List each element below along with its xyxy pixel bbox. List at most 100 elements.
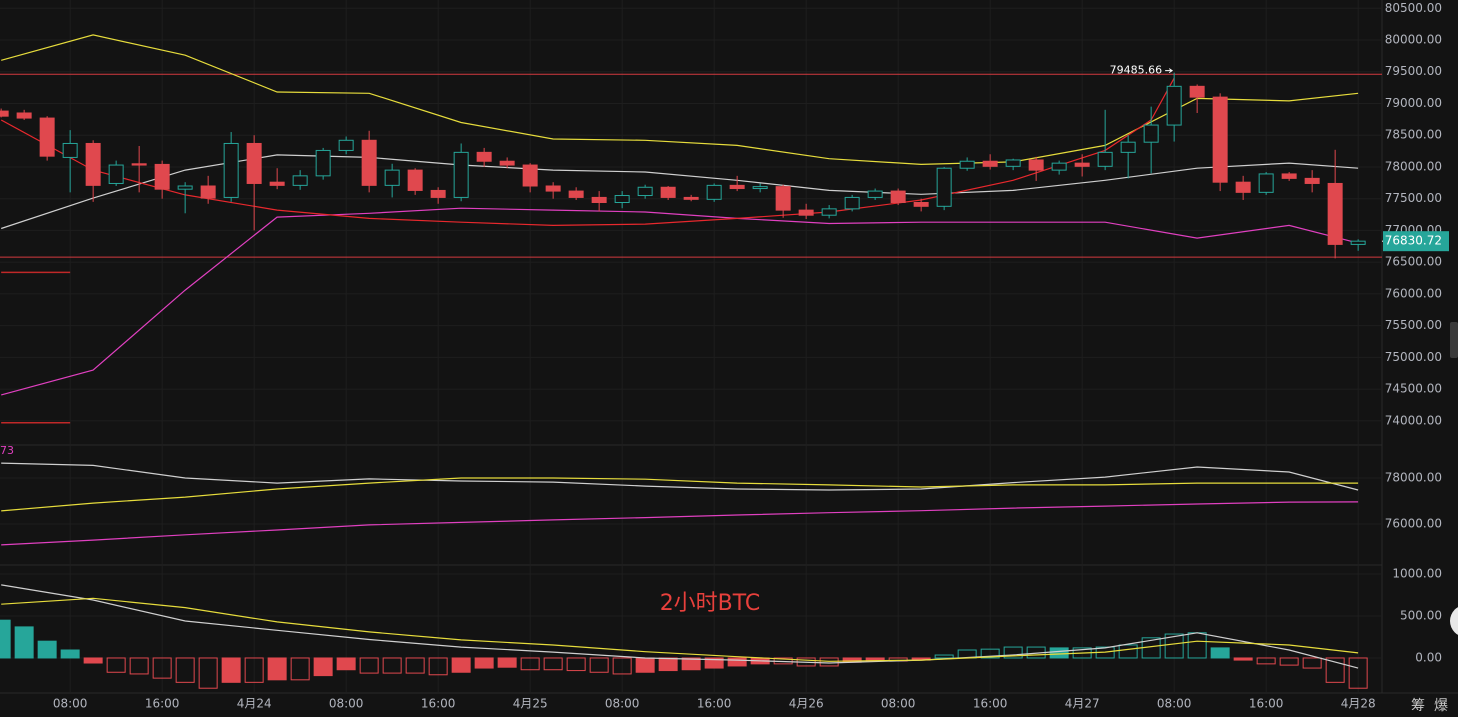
side-handle[interactable] bbox=[1450, 322, 1458, 358]
x-tick-label: 08:00 bbox=[1157, 697, 1192, 711]
histogram-bar bbox=[267, 657, 287, 681]
toolbar-item[interactable]: 筹 bbox=[1411, 697, 1425, 714]
candle-body bbox=[591, 196, 607, 204]
histogram-bar bbox=[313, 657, 333, 677]
histogram-bar bbox=[37, 640, 57, 659]
candle-body bbox=[1189, 85, 1205, 98]
histogram-bar bbox=[336, 657, 356, 671]
histogram-bar bbox=[727, 657, 747, 667]
y-tick-label: 79000.00 bbox=[1385, 96, 1442, 110]
candle-body bbox=[246, 142, 262, 184]
candle-body bbox=[614, 195, 630, 204]
side-button[interactable] bbox=[1450, 605, 1458, 637]
x-tick-label: 4月25 bbox=[513, 697, 548, 711]
toolbar-item[interactable]: 爆 bbox=[1434, 698, 1448, 714]
candle-body bbox=[752, 186, 768, 190]
candle-body bbox=[361, 139, 377, 186]
x-tick-label: 16:00 bbox=[697, 697, 732, 711]
last-price-tag bbox=[1383, 231, 1449, 252]
histogram-bar bbox=[704, 657, 724, 669]
histogram-bar bbox=[106, 657, 126, 673]
x-tick-label: 08:00 bbox=[53, 697, 88, 711]
candle-body bbox=[499, 160, 515, 166]
y-tick-label: 76000.00 bbox=[1385, 516, 1442, 530]
candle-body bbox=[798, 209, 814, 216]
x-tick-label: 16:00 bbox=[145, 697, 180, 711]
candle-body bbox=[108, 164, 124, 184]
candle-body bbox=[1304, 177, 1320, 184]
histogram-bar bbox=[1049, 647, 1069, 659]
histogram-bar bbox=[681, 657, 701, 671]
indicator-line bbox=[1, 462, 1359, 491]
candle-body bbox=[821, 208, 837, 216]
y-tick-label: 76500.00 bbox=[1385, 255, 1442, 269]
candle-body bbox=[1281, 173, 1297, 179]
candle-body bbox=[338, 139, 354, 151]
histogram-bar bbox=[980, 648, 1000, 659]
histogram-bar bbox=[290, 657, 310, 681]
histogram-bar bbox=[1302, 657, 1322, 669]
candle-body bbox=[1074, 162, 1090, 167]
candle-body bbox=[1120, 141, 1136, 153]
y-tick-label: 78000.00 bbox=[1385, 159, 1442, 173]
histogram-bar bbox=[129, 657, 149, 675]
histogram-bar bbox=[497, 657, 517, 668]
candle-body bbox=[453, 151, 469, 198]
histogram-bar bbox=[382, 657, 402, 674]
histogram-bar bbox=[221, 657, 241, 683]
histogram-bar bbox=[0, 619, 11, 659]
histogram-bar bbox=[1210, 647, 1230, 659]
candle-body bbox=[154, 163, 170, 190]
histogram-bar bbox=[1279, 657, 1299, 666]
chart-title: 2小时BTC bbox=[660, 591, 761, 616]
histogram-bar bbox=[83, 657, 103, 664]
histogram-bar bbox=[658, 657, 678, 672]
candle-body bbox=[292, 175, 308, 186]
y-tick-label: 75000.00 bbox=[1385, 350, 1442, 364]
candle-body bbox=[890, 190, 906, 204]
candle-body bbox=[177, 185, 193, 190]
candle-body bbox=[200, 185, 216, 199]
candle-body bbox=[706, 184, 722, 200]
candle-body bbox=[16, 112, 32, 119]
x-tick-label: 4月24 bbox=[237, 697, 272, 711]
y-tick-label: 78500.00 bbox=[1385, 128, 1442, 142]
x-tick-label: 16:00 bbox=[973, 697, 1008, 711]
candle-body bbox=[729, 184, 745, 190]
candle-body bbox=[775, 186, 791, 211]
y-tick-label: 79500.00 bbox=[1385, 64, 1442, 78]
x-tick-label: 4月27 bbox=[1065, 697, 1100, 711]
candle-body bbox=[545, 185, 561, 192]
candle-body bbox=[683, 196, 699, 200]
candle-body bbox=[568, 190, 584, 198]
x-tick-label: 08:00 bbox=[329, 697, 364, 711]
candle-body bbox=[384, 169, 400, 186]
candle-body bbox=[867, 190, 883, 198]
candle-body bbox=[1350, 240, 1366, 245]
indicator-line bbox=[1, 207, 1359, 396]
y-tick-label: 74500.00 bbox=[1385, 382, 1442, 396]
candle-body bbox=[959, 160, 975, 169]
candle-body bbox=[1097, 151, 1113, 167]
candle-body bbox=[0, 110, 9, 117]
histogram-bar bbox=[428, 657, 448, 676]
last-price-label: 76830.72 bbox=[1385, 234, 1442, 248]
candle-body bbox=[131, 163, 147, 166]
indicator-line bbox=[1, 584, 1359, 669]
candle-body bbox=[844, 196, 860, 210]
y-tick-label: 74000.00 bbox=[1385, 413, 1442, 427]
indicator-line bbox=[0, 77, 1175, 227]
candle-body bbox=[1166, 85, 1182, 126]
histogram-bar bbox=[474, 657, 494, 669]
x-tick-label: 08:00 bbox=[881, 697, 916, 711]
indicator-line bbox=[1, 477, 1359, 512]
candle-body bbox=[476, 151, 492, 162]
y-tick-label: 500.00 bbox=[1400, 608, 1442, 622]
histogram-bar bbox=[1003, 646, 1023, 659]
histogram-bar bbox=[405, 657, 425, 674]
candle-body bbox=[1327, 182, 1343, 245]
y-tick-label: 0.00 bbox=[1415, 650, 1442, 664]
indicator-line bbox=[1, 501, 1359, 546]
